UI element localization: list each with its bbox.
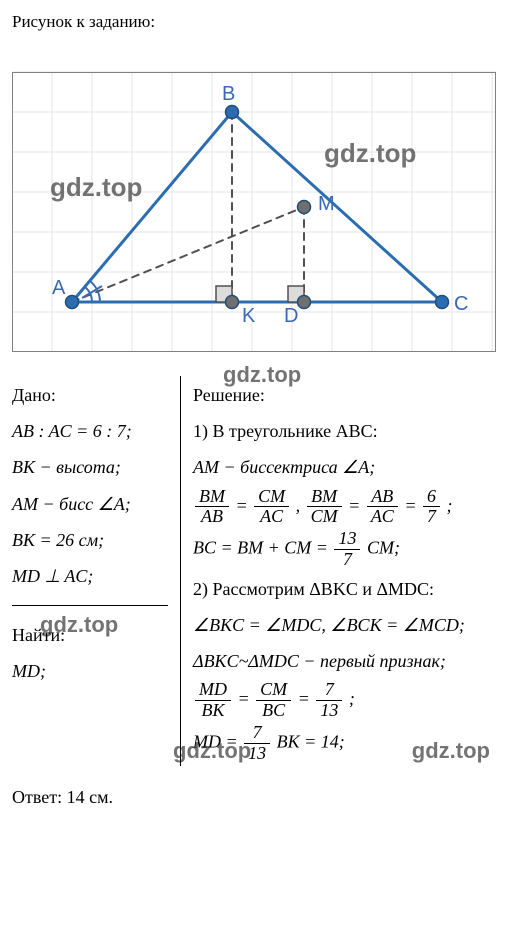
figure-caption: Рисунок к заданию: (12, 12, 496, 32)
numerator: 13 (334, 529, 360, 550)
text: MD ⊥ AC; (12, 566, 93, 586)
denominator: CM (307, 507, 342, 527)
fraction: 137 (334, 529, 360, 570)
given-line: AB : AC = 6 : 7; (12, 414, 168, 448)
numerator: CM (256, 680, 291, 701)
text: = (404, 495, 421, 515)
solution-section: Дано: AB : AC = 6 : 7; BK − высота; AM −… (12, 376, 496, 814)
fraction: 67 (423, 487, 440, 528)
find-line: MD; (12, 654, 168, 688)
denominator: AC (254, 507, 289, 527)
fraction: BMAB (195, 487, 229, 528)
given-title: Дано: (12, 378, 168, 412)
text: = (236, 495, 253, 515)
numerator: CM (254, 487, 289, 508)
diagram-container: ABCKDM gdz.top gdz.top (12, 42, 496, 352)
denominator: AC (367, 507, 398, 527)
denominator: 13 (244, 744, 270, 764)
text: = (238, 689, 255, 709)
given-line: AM − бисс ∠A; (12, 487, 168, 521)
text: ; (446, 495, 452, 515)
given-line: BK − высота; (12, 450, 168, 484)
solution-title: Решение: (193, 378, 496, 412)
numerator: BM (195, 487, 229, 508)
solution-column: gdz.top Решение: 1) В треугольнике ABC: … (180, 376, 496, 766)
solution-line: ΔBKC~ΔMDC − первый признак; (193, 644, 496, 678)
numerator: 7 (316, 680, 342, 701)
text: BK = 26 см; (12, 530, 104, 550)
text: ; (349, 689, 355, 709)
svg-text:C: C (454, 293, 468, 315)
text: 1) В треугольнике ABC: (193, 421, 378, 441)
find-block: Найти: MD; gdz.top (12, 606, 168, 688)
fraction: 713 (316, 680, 342, 721)
fraction: 713 (244, 723, 270, 764)
svg-text:B: B (222, 83, 235, 105)
solution-line: ∠BKC = ∠MDC, ∠BCK = ∠MCD; (193, 608, 496, 642)
svg-text:M: M (318, 193, 335, 215)
solution-line: BMAB = CMAC , BMCM = ABAC = 67 ; (193, 487, 496, 528)
text: CM; (367, 538, 400, 558)
given-find-column: Дано: AB : AC = 6 : 7; BK − высота; AM −… (12, 376, 180, 766)
fraction: CMAC (254, 487, 289, 528)
svg-text:K: K (242, 305, 256, 327)
text: = (348, 495, 365, 515)
geometry-diagram: A B C K D M (12, 42, 496, 352)
denominator: AB (195, 507, 229, 527)
fraction: CMBC (256, 680, 291, 721)
solution-line: BC = BM + CM = 137 CM; (193, 529, 496, 570)
text: BC = BM + CM = (193, 538, 332, 558)
answer-line: Ответ: 14 см. (12, 780, 496, 814)
text: MD = (193, 731, 242, 751)
fraction: ABAC (367, 487, 398, 528)
text: BK = 14; (277, 731, 345, 751)
numerator: 7 (244, 723, 270, 744)
solution-line: 2) Рассмотрим ΔBKC и ΔMDC: (193, 572, 496, 606)
find-title: Найти: (12, 618, 168, 652)
fraction: MDBK (195, 680, 231, 721)
text: AM − бисс ∠A; (12, 494, 131, 514)
given-line: BK = 26 см; (12, 523, 168, 557)
denominator: BK (195, 701, 231, 721)
numerator: BM (307, 487, 342, 508)
denominator: 13 (316, 701, 342, 721)
numerator: AB (367, 487, 398, 508)
svg-text:A: A (52, 277, 66, 299)
text: , (296, 495, 305, 515)
fraction: BMCM (307, 487, 342, 528)
solution-line: AM − биссектриса ∠A; (193, 450, 496, 484)
given-block: Дано: AB : AC = 6 : 7; BK − высота; AM −… (12, 378, 168, 606)
denominator: 7 (334, 550, 360, 570)
solution-line: MD = 713 BK = 14; (193, 723, 496, 764)
denominator: BC (256, 701, 291, 721)
given-line: MD ⊥ AC; (12, 559, 168, 593)
text: = (298, 689, 315, 709)
denominator: 7 (423, 507, 440, 527)
numerator: 6 (423, 487, 440, 508)
solution-line: 1) В треугольнике ABC: (193, 414, 496, 448)
text: BK − высота; (12, 457, 121, 477)
numerator: MD (195, 680, 231, 701)
solution-line: MDBK = CMBC = 713 ; (193, 680, 496, 721)
svg-text:D: D (284, 305, 298, 327)
